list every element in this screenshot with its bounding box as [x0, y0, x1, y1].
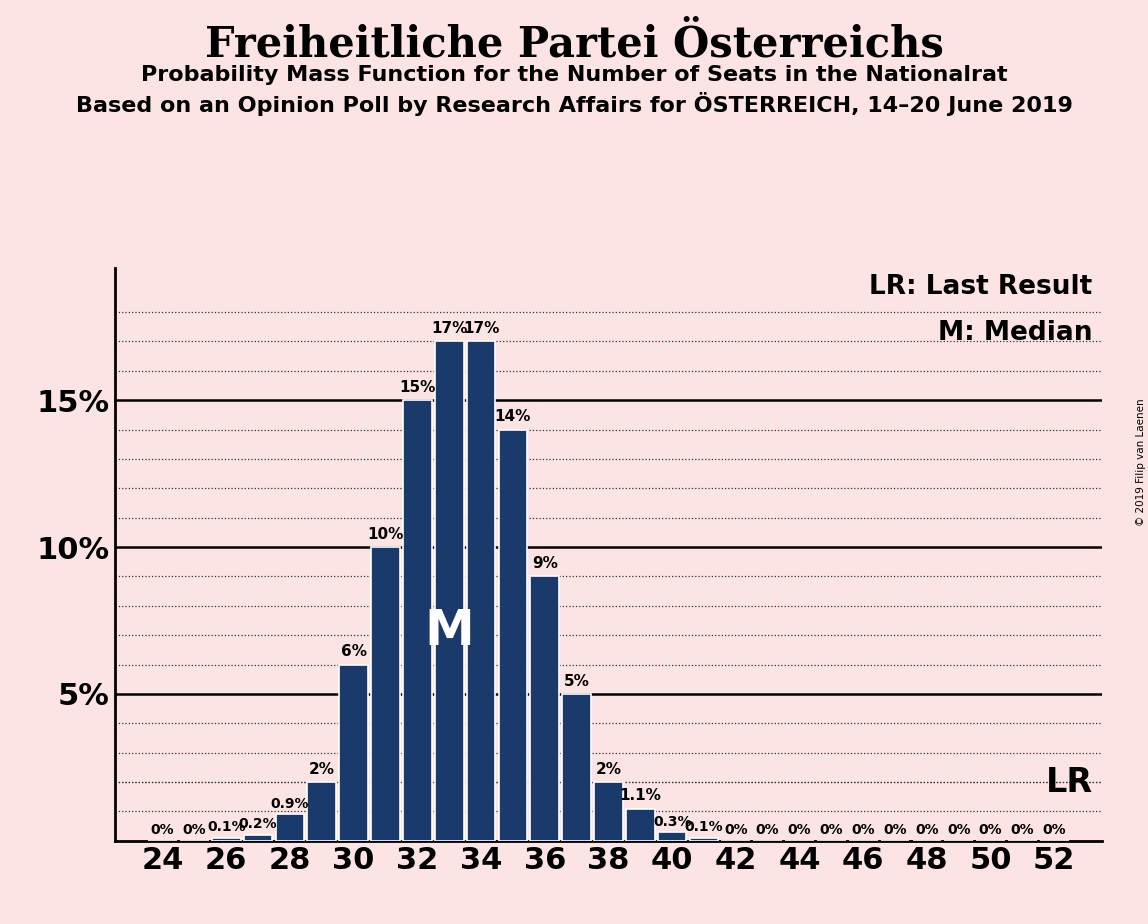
Bar	[595, 782, 622, 841]
Text: 0.1%: 0.1%	[684, 821, 723, 834]
Text: 17%: 17%	[463, 322, 499, 336]
Text: © 2019 Filip van Laenen: © 2019 Filip van Laenen	[1135, 398, 1146, 526]
Text: 0%: 0%	[915, 823, 939, 837]
Text: M: M	[425, 607, 474, 655]
Text: 17%: 17%	[430, 322, 467, 336]
Text: 0%: 0%	[724, 823, 747, 837]
Text: 0.1%: 0.1%	[207, 821, 246, 834]
Text: 14%: 14%	[495, 409, 532, 424]
Text: 0.9%: 0.9%	[271, 796, 309, 811]
Text: 0%: 0%	[852, 823, 875, 837]
Text: 0.2%: 0.2%	[239, 818, 278, 832]
Text: 0%: 0%	[979, 823, 1002, 837]
Text: 0%: 0%	[820, 823, 843, 837]
Bar	[340, 664, 369, 841]
Text: 6%: 6%	[341, 644, 366, 660]
Text: 15%: 15%	[400, 380, 435, 395]
Bar	[563, 694, 591, 841]
Text: LR: LR	[1046, 766, 1093, 798]
Text: 2%: 2%	[309, 761, 335, 777]
Text: 9%: 9%	[532, 556, 558, 571]
Text: 0%: 0%	[883, 823, 907, 837]
Text: 0%: 0%	[150, 823, 174, 837]
Bar	[690, 838, 719, 841]
Bar	[276, 814, 304, 841]
Text: Probability Mass Function for the Number of Seats in the Nationalrat: Probability Mass Function for the Number…	[141, 65, 1007, 85]
Text: LR: Last Result: LR: Last Result	[869, 274, 1092, 299]
Bar	[308, 782, 336, 841]
Text: 0%: 0%	[947, 823, 970, 837]
Text: 1.1%: 1.1%	[620, 788, 661, 803]
Bar	[243, 835, 272, 841]
Text: 5%: 5%	[564, 674, 590, 688]
Text: Based on an Opinion Poll by Research Affairs for ÖSTERREICH, 14–20 June 2019: Based on an Opinion Poll by Research Aff…	[76, 92, 1072, 116]
Bar	[530, 577, 559, 841]
Bar	[626, 808, 654, 841]
Bar	[467, 341, 496, 841]
Text: 0%: 0%	[788, 823, 812, 837]
Text: 2%: 2%	[596, 761, 621, 777]
Bar	[435, 341, 464, 841]
Text: 10%: 10%	[367, 527, 404, 541]
Text: 0%: 0%	[1042, 823, 1066, 837]
Text: 0%: 0%	[1010, 823, 1034, 837]
Bar	[658, 832, 687, 841]
Bar	[403, 400, 432, 841]
Text: M: Median: M: Median	[938, 320, 1092, 346]
Bar	[212, 838, 241, 841]
Text: 0.3%: 0.3%	[653, 814, 691, 829]
Text: 0%: 0%	[755, 823, 779, 837]
Text: Freiheitliche Partei Österreichs: Freiheitliche Partei Österreichs	[204, 23, 944, 65]
Text: 0%: 0%	[183, 823, 207, 837]
Bar	[498, 430, 527, 841]
Bar	[371, 547, 400, 841]
